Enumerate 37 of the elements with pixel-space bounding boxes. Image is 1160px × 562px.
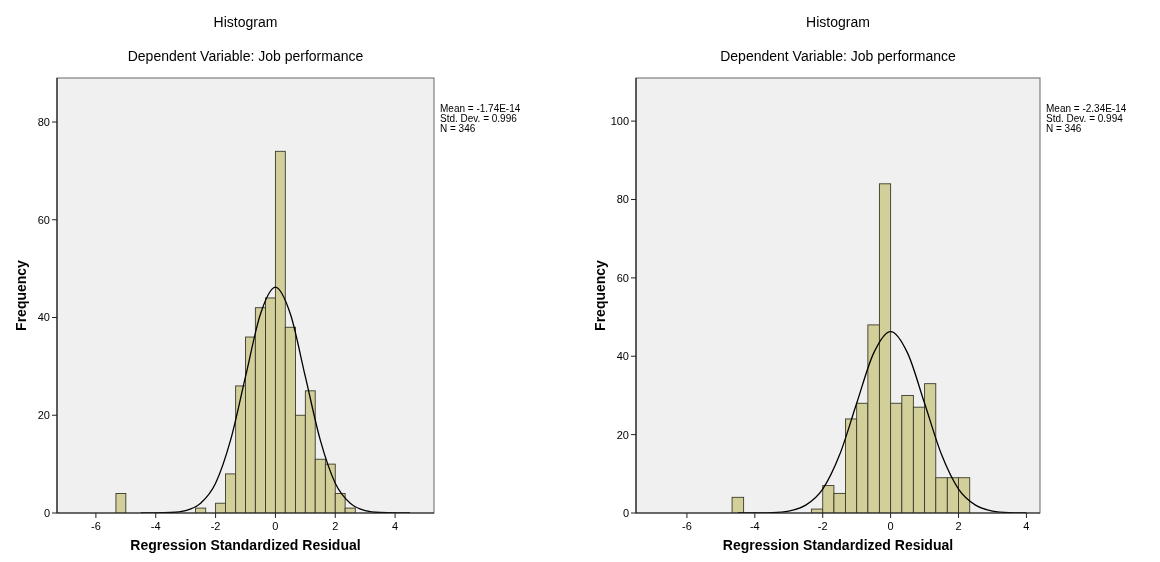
x-tick-label: -4 [749,520,760,532]
x-tick-label: 4 [392,520,399,532]
text: N = 346 [1046,123,1082,134]
x-tick-label: 2 [955,520,962,532]
x-axis-title: Regression Standardized Residual [722,537,954,553]
x-tick-label: -6 [682,520,692,532]
text: N = 346 [440,123,476,134]
y-tick-label: 20 [616,428,629,441]
y-axis-title: Frequency [592,259,608,331]
y-axis-title: Frequency [13,259,29,331]
y-tick-label: 0 [43,507,50,519]
y-tick-label: 80 [37,115,50,128]
chart-title: Histogram [213,14,278,30]
chart-title: Histogram [806,14,870,30]
x-tick-label: -2 [817,520,828,532]
text: Std. Dev. = 0.994 [1046,113,1124,124]
x-tick-label: 2 [332,520,339,532]
y-tick-label: 80 [616,193,629,206]
x-tick-label: 4 [1023,520,1030,532]
x-tick-label: -2 [210,520,221,532]
y-tick-label: 0 [622,507,629,519]
text: Std. Dev. = 0.996 [440,113,518,124]
x-tick-label: -6 [91,520,101,532]
y-tick-label: 20 [37,409,50,422]
y-tick-label: 40 [616,350,629,363]
y-tick-label: 60 [37,213,50,226]
x-tick-label: 0 [887,520,894,532]
text: Mean = -1.74E-14 [440,103,521,114]
y-tick-label: 60 [616,271,629,284]
text: Mean = -2.34E-14 [1046,103,1127,114]
y-tick-label: 40 [37,311,50,324]
chart-subtitle: Dependent Variable: Job performance [127,48,364,64]
x-axis-title: Regression Standardized Residual [130,537,361,553]
y-tick-label: 100 [610,115,629,128]
x-tick-label: 0 [272,520,279,532]
x-tick-label: -4 [150,520,161,532]
chart-subtitle: Dependent Variable: Job performance [720,48,956,64]
